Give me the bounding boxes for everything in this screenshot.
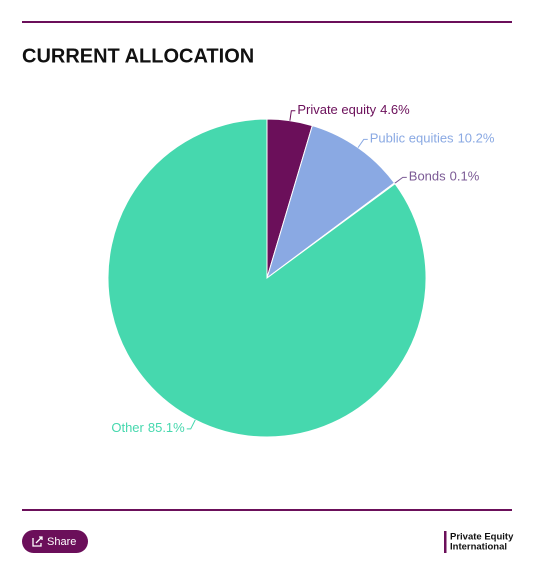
chart-title: CURRENT ALLOCATION: [22, 45, 254, 67]
share-button-bg[interactable]: [22, 530, 88, 553]
brand-text: International: [450, 542, 507, 553]
pie-slice: [266, 124, 396, 280]
share-icon[interactable]: [32, 536, 43, 547]
value-label: 85.1%: [148, 420, 185, 435]
category-label: Bonds: [409, 169, 446, 184]
data-label: Private equity 4.6%: [297, 102, 410, 117]
pie-slice: [107, 118, 427, 438]
leader-line: [186, 419, 196, 430]
data-label: Bonds 0.1%: [409, 169, 480, 184]
value-label: 0.1%: [450, 169, 480, 184]
value-label: 10.2%: [458, 131, 495, 146]
share-label[interactable]: Share: [47, 536, 76, 548]
leader-line: [357, 138, 368, 148]
share-button[interactable]: Share: [22, 530, 88, 553]
leader-line: [394, 176, 407, 184]
leader-line: [289, 110, 296, 121]
brand-bar: [444, 531, 447, 553]
data-label: Public equities 10.2%: [370, 131, 495, 146]
category-label: Private equity: [297, 102, 376, 117]
data-label: Other 85.1%: [111, 420, 185, 435]
value-label: 4.6%: [380, 102, 410, 117]
category-label: Other: [111, 420, 144, 435]
category-label: Public equities: [370, 131, 454, 146]
brand-text: Private Equity: [450, 532, 514, 543]
